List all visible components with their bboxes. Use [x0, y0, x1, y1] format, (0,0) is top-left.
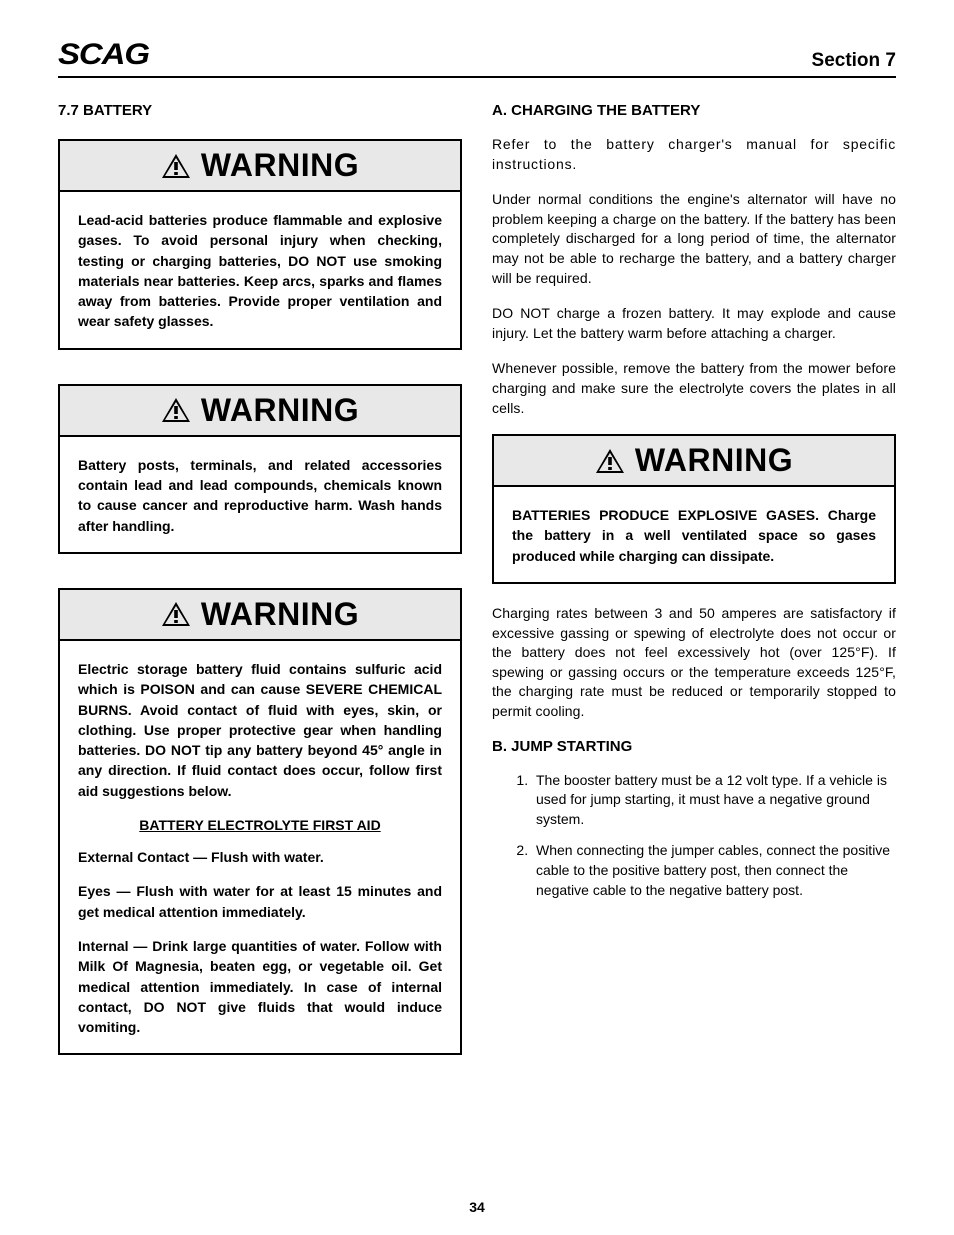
body-paragraph: Whenever possible, remove the battery fr… — [492, 359, 896, 418]
warning-triangle-icon — [161, 601, 191, 627]
warning-triangle-icon — [595, 448, 625, 474]
warning-text: BATTERIES PRODUCE EXPLOSIVE GASES. Charg… — [512, 505, 876, 566]
warning-title: WARNING — [201, 392, 359, 429]
page-header: SCAG Section 7 — [58, 38, 896, 78]
warning-header: WARNING — [60, 141, 460, 192]
step-2: When connecting the jumper cables, conne… — [532, 841, 896, 900]
body-paragraph: Charging rates between 3 and 50 amperes … — [492, 604, 896, 722]
jump-starting-heading: B. JUMP STARTING — [492, 738, 896, 755]
warning-title: WARNING — [201, 147, 359, 184]
warning-box-4: WARNING BATTERIES PRODUCE EXPLOSIVE GASE… — [492, 434, 896, 584]
warning-title: WARNING — [201, 596, 359, 633]
section-label: Section 7 — [812, 50, 896, 72]
warning-triangle-icon — [161, 153, 191, 179]
body-paragraph: Under normal conditions the engine's alt… — [492, 190, 896, 288]
warning-text: Lead-acid batteries produce flammable an… — [78, 210, 442, 332]
battery-heading: 7.7 BATTERY — [58, 102, 462, 119]
warning-title: WARNING — [635, 442, 793, 479]
warning-header: WARNING — [494, 436, 894, 487]
warning-header: WARNING — [60, 386, 460, 437]
body-paragraph: Refer to the battery charger's manual fo… — [492, 135, 896, 174]
scag-logo: SCAG — [58, 38, 149, 72]
warning-text: Battery posts, terminals, and related ac… — [78, 455, 442, 536]
page-number: 34 — [0, 1199, 954, 1215]
first-aid-internal: Internal — Drink large quantities of wat… — [78, 936, 442, 1037]
warning-text: Electric storage battery fluid contains … — [78, 659, 442, 801]
body-paragraph: DO NOT charge a frozen battery. It may e… — [492, 304, 896, 343]
first-aid-external: External Contact — Flush with water. — [78, 847, 442, 867]
warning-box-2: WARNING Battery posts, terminals, and re… — [58, 384, 462, 554]
warning-box-1: WARNING Lead-acid batteries produce flam… — [58, 139, 462, 350]
first-aid-eyes: Eyes — Flush with water for at least 15 … — [78, 881, 442, 922]
left-column: 7.7 BATTERY WARNING Lead-acid batteries … — [58, 102, 462, 1089]
content-columns: 7.7 BATTERY WARNING Lead-acid batteries … — [58, 102, 896, 1089]
warning-box-3: WARNING Electric storage battery fluid c… — [58, 588, 462, 1055]
charging-heading: A. CHARGING THE BATTERY — [492, 102, 896, 119]
jump-start-steps: The booster battery must be a 12 volt ty… — [492, 771, 896, 901]
warning-triangle-icon — [161, 397, 191, 423]
warning-header: WARNING — [60, 590, 460, 641]
first-aid-title: BATTERY ELECTROLYTE FIRST AID — [78, 817, 442, 833]
step-1: The booster battery must be a 12 volt ty… — [532, 771, 896, 830]
right-column: A. CHARGING THE BATTERY Refer to the bat… — [492, 102, 896, 1089]
